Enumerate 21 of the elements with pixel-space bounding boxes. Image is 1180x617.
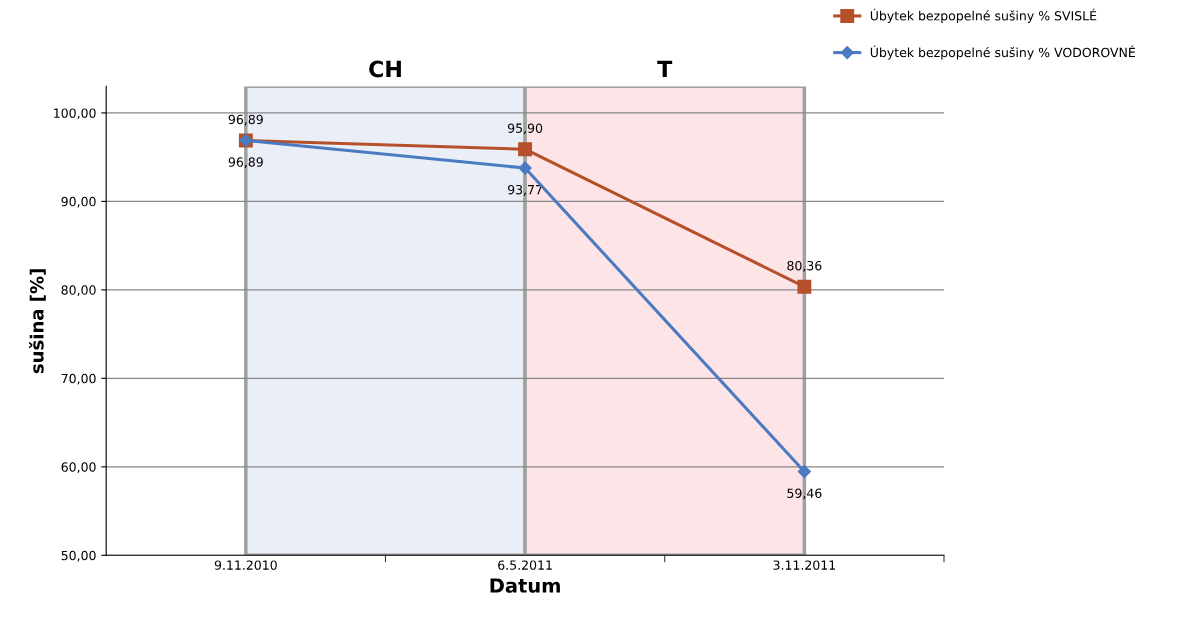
x-tick-label: 3.11.2011 (773, 560, 836, 570)
y-axis-title: sušina [%] (28, 269, 46, 374)
data-label: 80,36 (787, 260, 822, 272)
y-tick-label: 70,00 (61, 373, 96, 385)
x-tick-label: 6.5.2011 (498, 560, 552, 570)
y-tick-label: 100,00 (54, 108, 96, 120)
data-label: 96,89 (228, 157, 263, 169)
band-label: T (657, 60, 673, 78)
y-tick-label: 50,00 (61, 550, 96, 562)
legend-label: Úbytek bezpopelné sušiny % VODOROVNÉ (870, 45, 1135, 60)
data-label: 95,90 (507, 123, 543, 135)
band-label: CH (369, 60, 401, 78)
y-tick-label: 80,00 (61, 285, 96, 297)
x-axis-title: Datum (490, 578, 560, 593)
x-tick-label: 9.11.2010 (214, 560, 277, 570)
legend-label: Úbytek bezpopelné sušiny % SVISLÉ (870, 8, 1097, 23)
y-tick-label: 90,00 (61, 196, 96, 208)
data-label: 96,89 (228, 114, 263, 126)
data-label: 59,46 (787, 488, 822, 500)
data-label: 93,77 (507, 184, 542, 196)
y-tick-label: 60,00 (61, 462, 96, 474)
